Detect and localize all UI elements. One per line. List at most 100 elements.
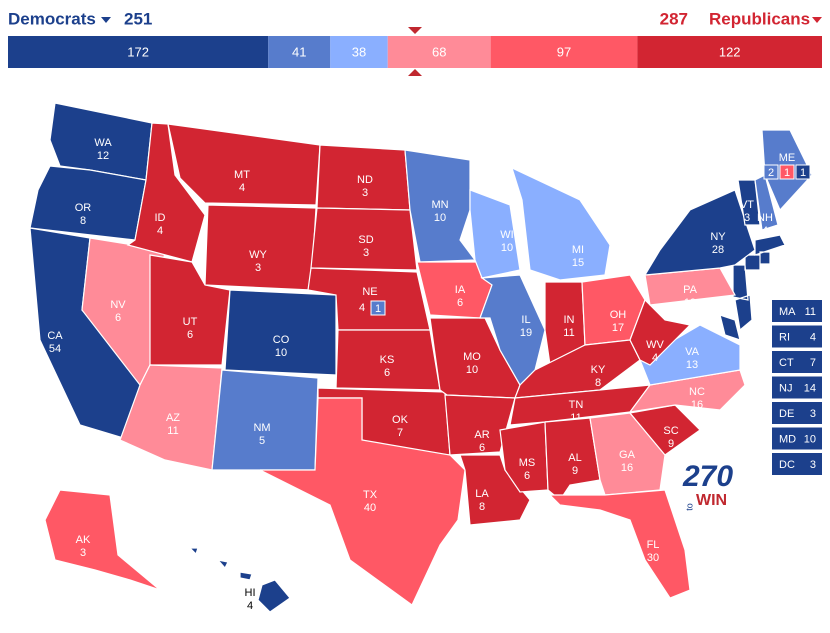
state-shape[interactable] [167,123,321,206]
state-shape[interactable] [239,571,253,581]
state-shape[interactable] [479,274,546,386]
state-votes: 9 [668,438,674,450]
district-box[interactable] [795,164,811,180]
sidebar-box[interactable] [772,300,822,322]
state-shape[interactable] [211,369,319,471]
state-shape[interactable] [548,489,691,599]
state-votes: 10 [501,242,513,254]
state-shape[interactable] [459,454,531,526]
state-abbr: OH [610,309,627,321]
district-votes: 1 [800,167,806,179]
state-shape[interactable] [404,149,477,263]
state-abbr: NC [689,386,705,398]
state-votes: 19 [520,327,532,339]
tally-label: 97 [557,44,571,59]
district-box[interactable] [370,300,386,316]
state-shape[interactable] [259,397,466,606]
state-votes: 3 [80,547,86,559]
state-shape[interactable] [629,298,692,366]
state-shape[interactable] [310,207,418,271]
state-abbr: NM [253,422,270,434]
state-abbr: GA [619,449,636,461]
state-abbr: WV [646,339,664,351]
state-votes: 11 [167,425,178,437]
state-votes: 6 [457,297,463,309]
state-shape[interactable] [119,364,223,471]
sidebar-abbr: MA [779,306,796,318]
sidebar-votes: 10 [804,433,816,445]
midpoint-marker [408,27,422,34]
state-votes: 11 [563,327,574,339]
state-votes: 15 [572,257,584,269]
rep-caret[interactable] [812,17,822,23]
state-votes: 3 [363,247,369,259]
state-abbr: SC [663,425,678,437]
state-votes: 16 [691,399,703,411]
tally-label: 122 [719,44,741,59]
state-abbr: TX [363,489,378,501]
tally-segment [8,36,269,68]
state-shape[interactable] [224,289,337,376]
state-abbr: KY [591,364,606,376]
state-votes: 17 [612,322,624,334]
sidebar-box[interactable] [772,427,822,450]
state-shape[interactable] [44,489,161,591]
state-votes: 6 [187,329,193,341]
state-abbr: LA [475,488,489,500]
sidebar-box[interactable] [772,351,822,373]
small-eastern-states[interactable] [719,234,786,341]
tally-bar: 172 41 38 68 97 122 [8,36,822,68]
state-votes: 5 [259,435,265,447]
state-abbr: NV [110,299,126,311]
state-shape[interactable] [514,339,641,399]
state-abbr: AR [474,429,489,441]
state-abbr: OK [392,414,409,426]
state-abbr: MT [234,169,250,181]
state-shape[interactable] [499,421,549,493]
sidebar-box[interactable] [772,325,822,348]
dem-caret[interactable] [101,17,111,23]
state-abbr: SD [358,234,373,246]
state-shape[interactable] [216,559,229,570]
tally-segment [268,36,331,68]
state-shape[interactable] [444,394,516,456]
state-abbr: WY [249,249,267,261]
rep-total: 287 [660,9,688,28]
state-votes: 28 [712,244,724,256]
state-abbr: KS [380,354,395,366]
state-abbr: VT [740,199,754,211]
state-abbr: IL [521,314,530,326]
state-votes: 4 [157,225,163,237]
dem-label[interactable]: Democrats [8,9,96,28]
state-shape[interactable] [737,179,761,226]
state-shape[interactable] [257,579,291,613]
state-abbr: TN [569,399,584,411]
state-shape[interactable] [639,324,741,386]
state-shape[interactable] [204,204,317,291]
state-abbr: AZ [166,412,180,424]
state-votes: 13 [686,359,698,371]
sidebar-abbr: DE [779,408,794,420]
logo-win: WIN [696,492,727,509]
sidebar-box[interactable] [772,376,822,399]
state-votes: 8 [595,377,601,389]
district-votes: 1 [784,167,790,179]
state-shape[interactable] [643,189,756,276]
state-shape[interactable] [754,174,779,231]
district-box[interactable] [779,164,795,180]
state-abbr: IN [564,314,575,326]
state-shape[interactable] [511,166,611,281]
state-abbr: VA [685,346,700,358]
state-votes: 54 [49,343,61,355]
sidebar-box[interactable] [772,402,822,424]
state-shape[interactable] [188,547,199,556]
district-votes: 1 [375,303,381,315]
sidebar-box[interactable] [772,453,822,475]
district-box[interactable] [763,164,779,180]
rep-label[interactable]: Republicans [709,9,810,28]
state-votes: 6 [479,442,485,454]
state-abbr: PA [683,284,698,296]
tally-segment [387,36,491,68]
sidebar-abbr: DC [779,459,795,471]
